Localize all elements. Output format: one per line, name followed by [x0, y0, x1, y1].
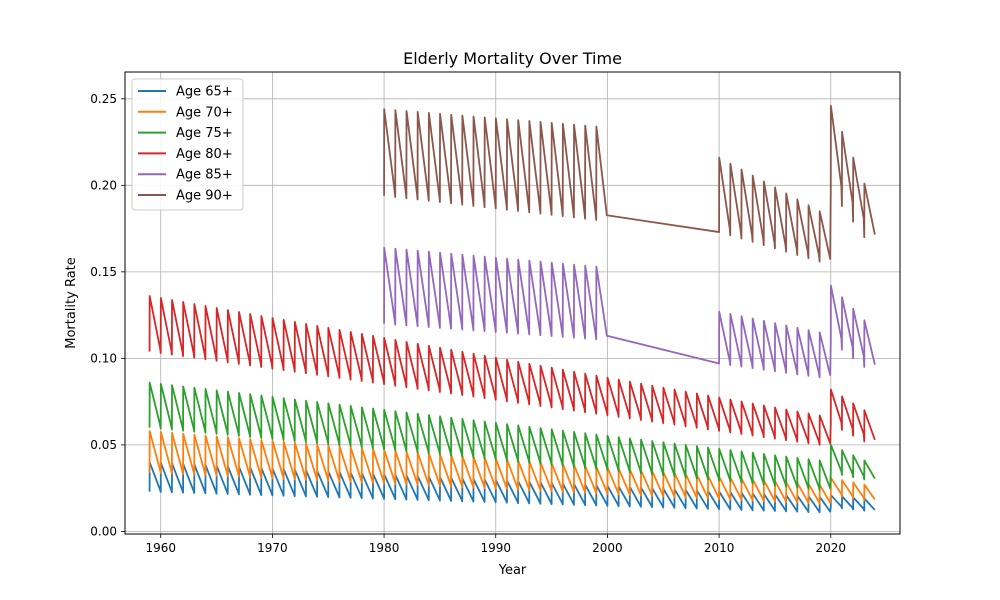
y-axis: 0.00 0.05 0.10 0.15 0.20 0.25 [90, 92, 125, 538]
series-line-age-85 [383, 246, 876, 379]
legend: Age 65+ Age 70+ Age 75+ Age 80+ Age 85+ Age 9… [131, 78, 244, 211]
x-tick-label: 2020 [815, 541, 846, 555]
legend-label: Age 80+ [176, 147, 233, 162]
series-line-age-80 [148, 295, 876, 446]
legend-label: Age 75+ [176, 126, 233, 141]
x-tick-label: 1960 [145, 541, 176, 555]
y-tick-label: 0.05 [90, 438, 117, 452]
y-axis-label: Mortality Rate [64, 257, 79, 349]
y-tick-label: 0.00 [90, 524, 117, 538]
x-tick-label: 1970 [257, 541, 288, 555]
x-tick-label: 1980 [369, 541, 400, 555]
legend-label: Age 90+ [176, 189, 233, 204]
x-tick-label: 1990 [480, 541, 511, 555]
plot-frame [124, 71, 901, 535]
x-axis-label: Year [498, 563, 527, 578]
x-axis: 1960 1970 1980 1990 2000 2010 2020 [145, 534, 846, 555]
legend-label: Age 70+ [176, 105, 233, 120]
series-line-age-75 [148, 381, 876, 491]
series-line-age-90 [383, 104, 876, 263]
x-tick-label: 2000 [592, 541, 623, 555]
y-tick-label: 0.10 [90, 351, 117, 365]
plot-series [148, 104, 876, 514]
x-tick-label: 2010 [704, 541, 735, 555]
y-tick-label: 0.15 [90, 265, 117, 279]
legend-label: Age 65+ [176, 85, 233, 100]
y-tick-label: 0.25 [90, 92, 117, 106]
y-tick-label: 0.20 [90, 178, 117, 192]
chart-title: Elderly Mortality Over Time [403, 49, 622, 68]
legend-label: Age 85+ [176, 168, 233, 183]
